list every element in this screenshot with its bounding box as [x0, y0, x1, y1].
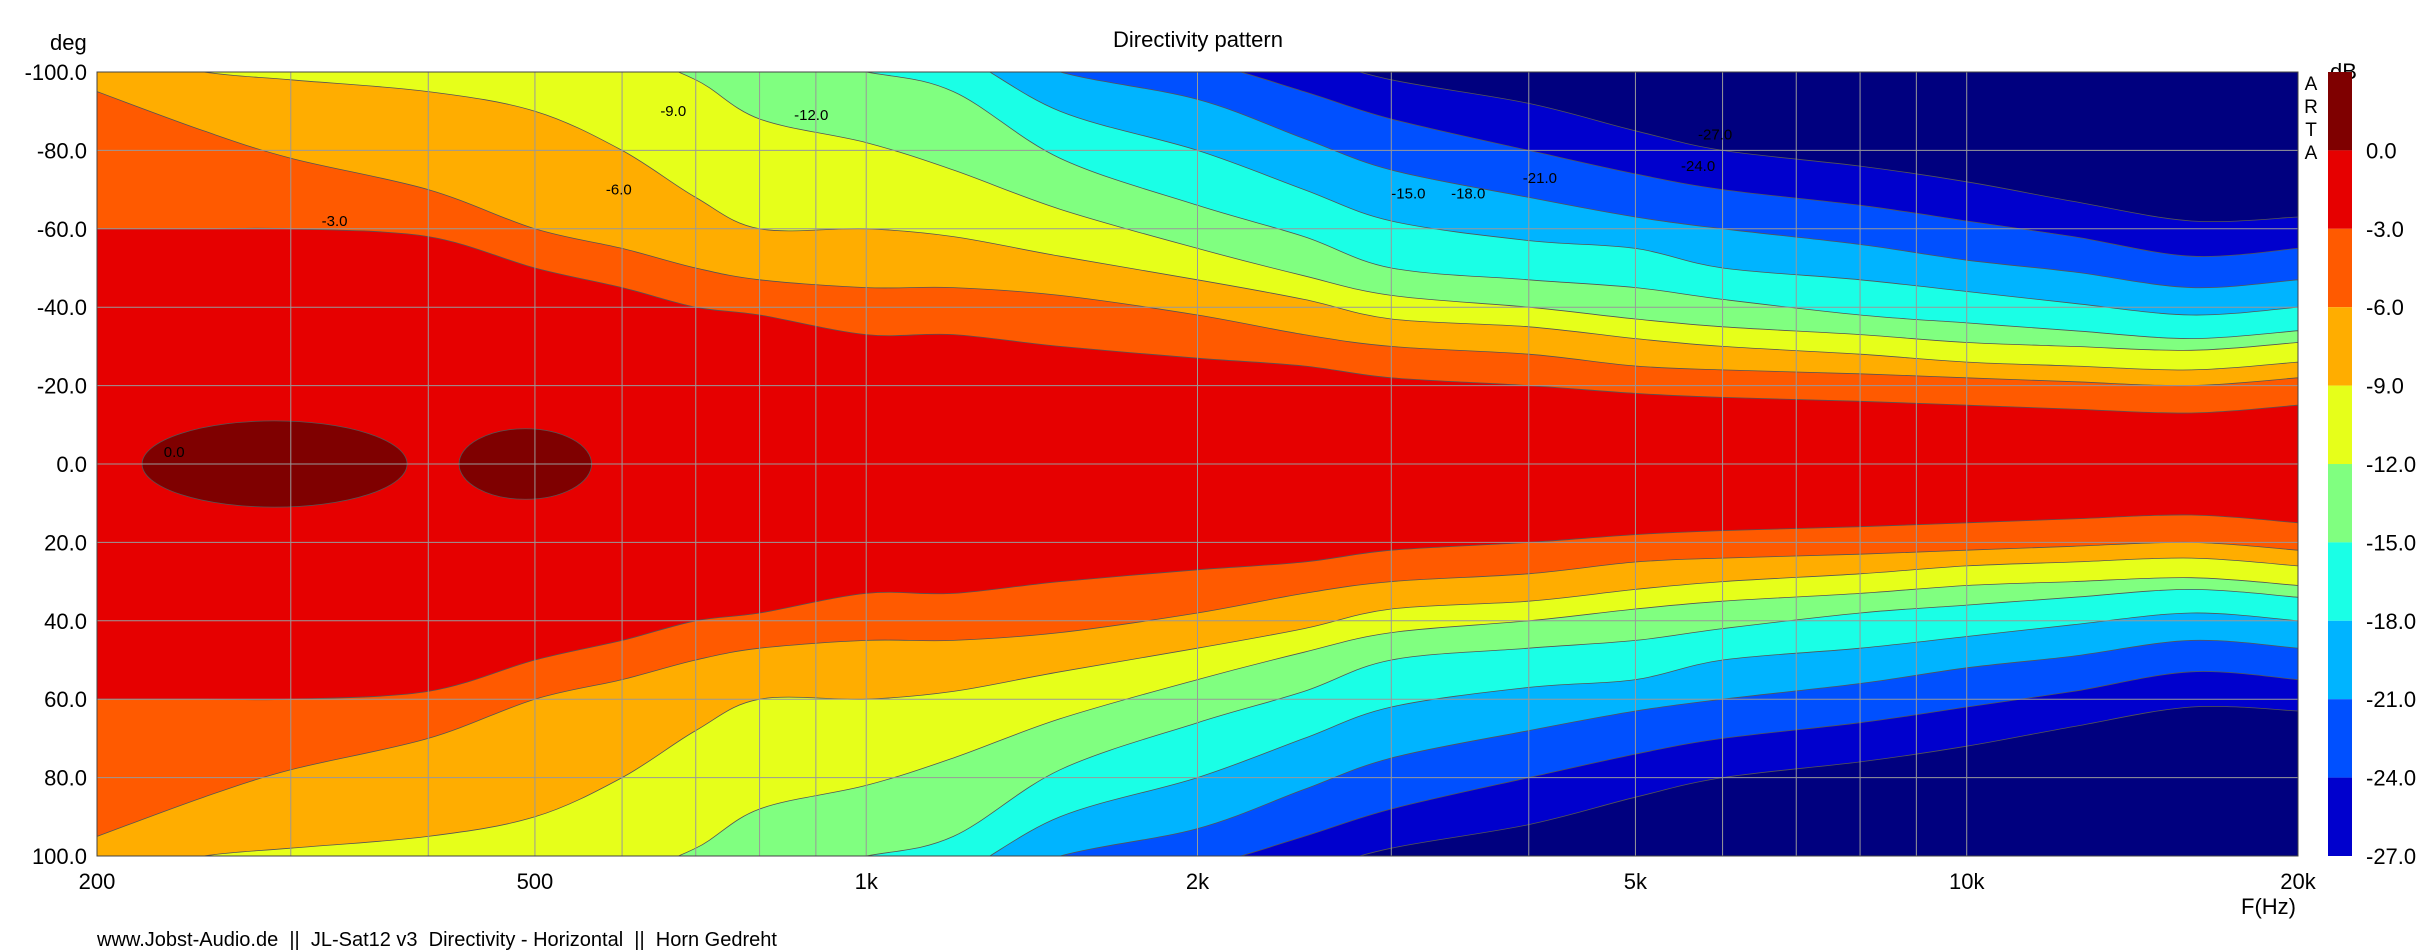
colorbar-tick-label: -24.0	[2366, 766, 2416, 791]
y-tick-label: -40.0	[37, 295, 87, 320]
colorbar-swatch	[2328, 620, 2352, 700]
contour-label: -15.0	[1391, 186, 1425, 203]
y-tick-label: -80.0	[37, 138, 87, 163]
y-tick-label: -100.0	[25, 60, 87, 85]
y-tick-label: 40.0	[44, 609, 87, 634]
colorbar-swatch	[2328, 72, 2352, 151]
chart-title: Directivity pattern	[1113, 27, 1283, 52]
x-tick-label: 10k	[1949, 869, 1985, 894]
colorbar-swatch	[2328, 542, 2352, 621]
colorbar-tick-label: -9.0	[2366, 374, 2404, 399]
colorbar: 0.0 -3.0 -6.0 -9.0 -12.0 -15.0 -18.0 -21.0 -24.0…	[2328, 72, 2416, 869]
contour-label: -12.0	[794, 107, 828, 124]
contour-labels: 0.0 -3.0 -6.0 -9.0 -12.0 -15.0 -18.0 -21.0 -24.0…	[164, 103, 1732, 461]
colorbar-swatch	[2328, 228, 2352, 308]
brand-letter: A	[2305, 143, 2318, 164]
plot-frame	[96, 71, 2299, 857]
y-tick-label: -60.0	[37, 217, 87, 242]
colorbar-tick-label: -6.0	[2366, 295, 2404, 320]
y-ticks: -100.0 -80.0 -60.0 -40.0 -20.0 0.0 20.0 40.0 60.…	[25, 60, 87, 869]
contour-label: -21.0	[1523, 170, 1557, 187]
contour-label: -6.0	[606, 182, 632, 199]
y-tick-label: 100.0	[32, 844, 87, 869]
contour-label: 0.0	[164, 444, 185, 461]
y-tick-label: 0.0	[56, 452, 87, 477]
colorbar-swatch	[2328, 699, 2352, 778]
footer-text: www.Jobst-Audio.de || JL-Sat12 v3 Direct…	[96, 929, 777, 950]
x-tick-label: 20k	[2280, 869, 2316, 894]
colorbar-tick-label: -3.0	[2366, 217, 2404, 242]
colorbar-swatch	[2328, 385, 2352, 464]
y-tick-label: 20.0	[44, 530, 87, 555]
brand-letter: A	[2305, 74, 2318, 95]
y-tick-label: 80.0	[44, 766, 87, 791]
colorbar-swatch	[2328, 464, 2352, 543]
colorbar-tick-label: -21.0	[2366, 687, 2416, 712]
contour-label: -9.0	[660, 103, 686, 120]
contour-label: -24.0	[1681, 158, 1715, 175]
colorbar-tick-label: 0.0	[2366, 138, 2397, 163]
contour-label: -18.0	[1451, 186, 1485, 203]
y-tick-label: 60.0	[44, 687, 87, 712]
contour-label: -27.0	[1698, 127, 1732, 144]
colorbar-tick-label: -12.0	[2366, 452, 2416, 477]
x-ticks: 200 500 1k 2k 5k 10k 20k	[79, 869, 2317, 894]
x-tick-label: 5k	[1624, 869, 1648, 894]
colorbar-tick-label: -15.0	[2366, 530, 2416, 555]
colorbar-swatch	[2328, 777, 2352, 856]
x-tick-label: 1k	[855, 869, 879, 894]
brand-letter: T	[2305, 120, 2317, 141]
y-axis-label: deg	[50, 30, 87, 55]
grid-lines	[97, 71, 2298, 857]
contour-label: -3.0	[322, 213, 348, 230]
colorbar-swatch	[2328, 150, 2352, 229]
colorbar-tick-label: -18.0	[2366, 609, 2416, 634]
x-tick-label: 200	[79, 869, 116, 894]
colorbar-tick-label: -27.0	[2366, 844, 2416, 869]
x-tick-label: 2k	[1186, 869, 1210, 894]
x-tick-label: 500	[517, 869, 554, 894]
brand-letter: R	[2304, 97, 2318, 118]
x-axis-label: F(Hz)	[2241, 894, 2296, 919]
colorbar-swatch	[2328, 307, 2352, 386]
y-tick-label: -20.0	[37, 374, 87, 399]
